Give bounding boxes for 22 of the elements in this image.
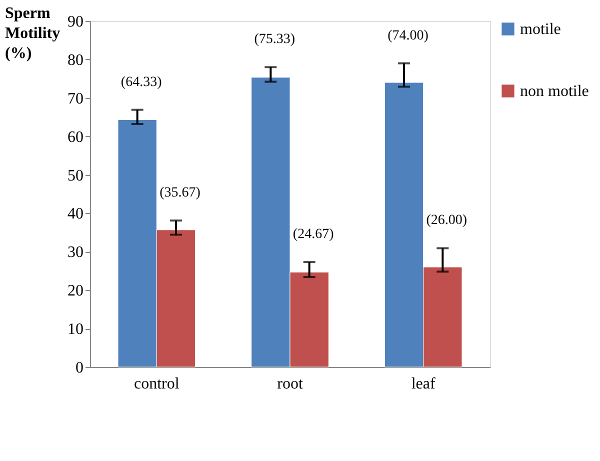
- y-tick-label: 50: [68, 167, 84, 184]
- y-tick-label: 40: [68, 206, 84, 223]
- y-tick-label: 30: [68, 244, 84, 262]
- data-label: (75.33): [254, 32, 296, 48]
- x-tick-label: control: [134, 376, 180, 392]
- y-tick-label: 0: [76, 360, 84, 376]
- y-tick-label: 60: [68, 128, 84, 146]
- legend-label: motile: [520, 21, 561, 38]
- y-axis-title: Sperm Motility (%): [5, 5, 60, 62]
- x-tick-label: root: [277, 376, 304, 392]
- legend-label: non motile: [520, 83, 589, 100]
- data-label: (26.00): [426, 213, 468, 228]
- y-tick-label: 10: [68, 321, 84, 338]
- data-label: (35.67): [160, 186, 201, 201]
- data-label: (74.00): [388, 28, 429, 44]
- x-tick-label: leaf: [411, 376, 436, 392]
- y-tick-label: 90: [68, 14, 84, 30]
- data-label: (24.67): [292, 227, 334, 242]
- y-tick-label: 70: [68, 90, 84, 108]
- y-tick-label: 20: [68, 282, 84, 300]
- data-label: (64.33): [120, 74, 162, 90]
- y-tick-label: 80: [68, 52, 84, 69]
